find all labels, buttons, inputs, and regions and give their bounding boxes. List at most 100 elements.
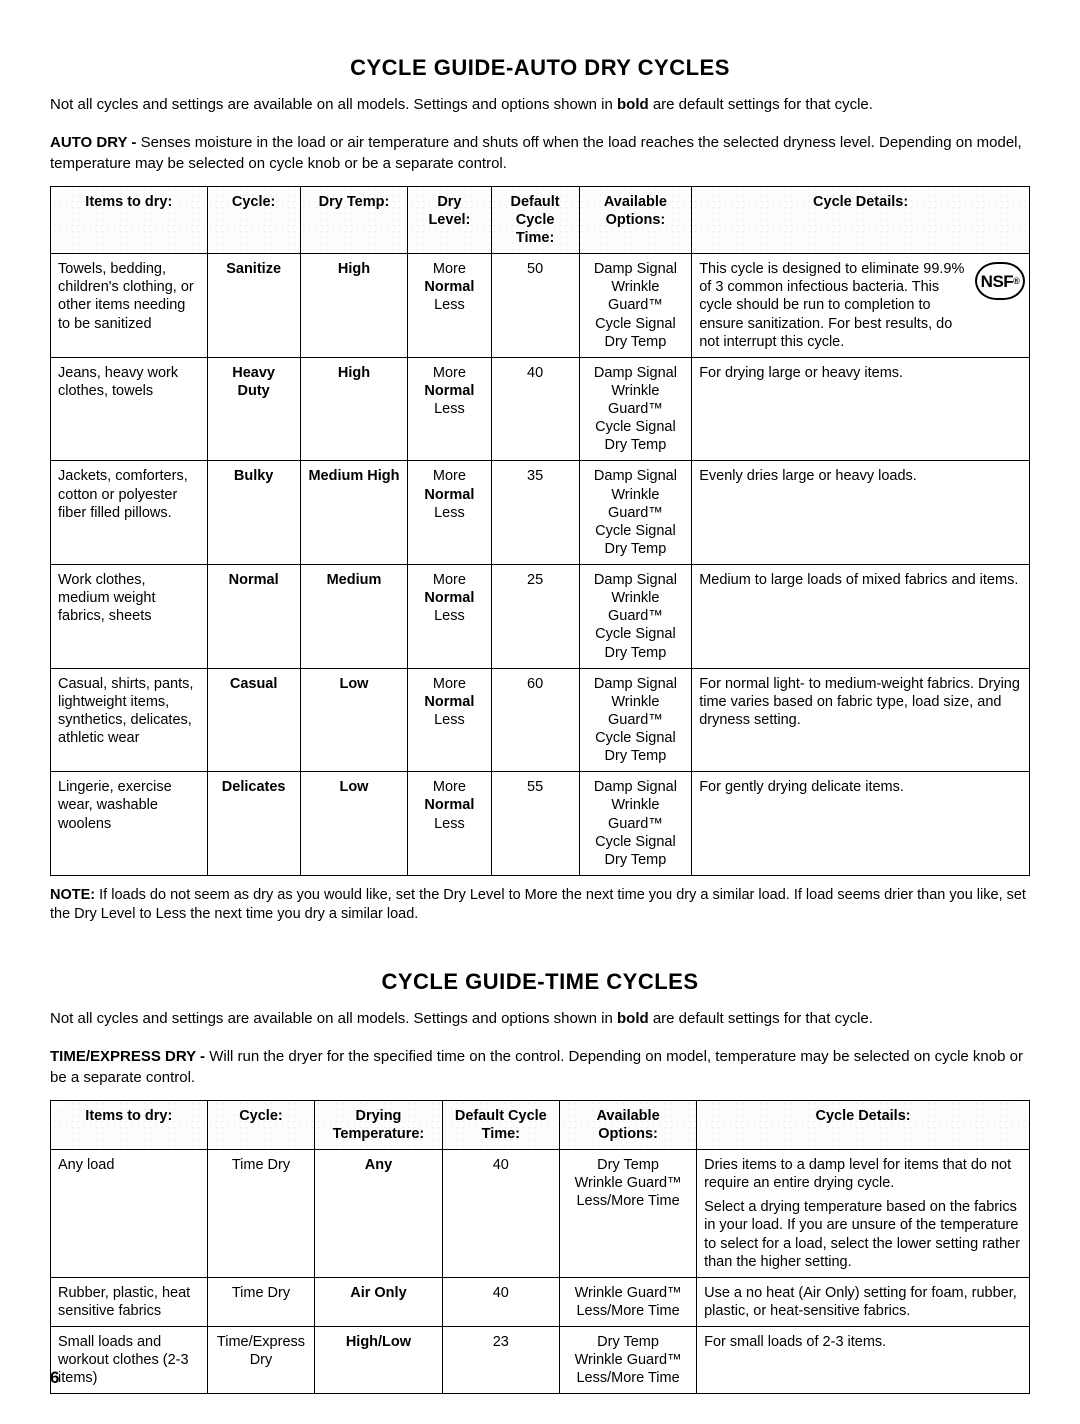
text: are default settings for that cycle. — [649, 1010, 873, 1027]
col-time: Default Cycle Time: — [491, 186, 579, 253]
auto-intro: Not all cycles and settings are availabl… — [50, 95, 1030, 115]
cell-time: 60 — [491, 668, 579, 772]
cell-level: MoreNormalLess — [408, 565, 491, 669]
cell-cycle: Normal — [207, 565, 300, 669]
cell-temp: Air Only — [315, 1277, 442, 1326]
table-row: Rubber, plastic, heat sensitive fabricsT… — [51, 1277, 1030, 1326]
col-items: Items to dry: — [51, 1100, 208, 1149]
note-lead: NOTE: — [50, 887, 95, 903]
cell-temp: Any — [315, 1150, 442, 1278]
table-row: Towels, bedding, children's clothing, or… — [51, 254, 1030, 358]
cell-cycle: Time Dry — [207, 1277, 315, 1326]
cell-options: Damp SignalWrinkle Guard™Cycle SignalDry… — [579, 254, 692, 358]
table-row: Jeans, heavy work clothes, towelsHeavy D… — [51, 357, 1030, 461]
cell-level: MoreNormalLess — [408, 772, 491, 876]
cell-cycle: Casual — [207, 668, 300, 772]
cell-time: 55 — [491, 772, 579, 876]
cell-time: 40 — [442, 1150, 559, 1278]
auto-title: CYCLE GUIDE-AUTO DRY CYCLES — [50, 55, 1030, 81]
lead: AUTO DRY - — [50, 134, 141, 151]
table-row: Work clothes, medium weight fabrics, she… — [51, 565, 1030, 669]
col-options: Available Options: — [579, 186, 692, 253]
note-rest: If loads do not seem as dry as you would… — [50, 887, 1026, 923]
text: are default settings for that cycle. — [649, 96, 873, 113]
cell-cycle: Bulky — [207, 461, 300, 565]
table-header-row: Items to dry: Cycle: Drying Temperature:… — [51, 1100, 1030, 1149]
cell-items: Lingerie, exercise wear, washable woolen… — [51, 772, 208, 876]
cell-level: MoreNormalLess — [408, 254, 491, 358]
time-title: CYCLE GUIDE-TIME CYCLES — [50, 969, 1030, 995]
cell-items: Casual, shirts, pants, lightweight items… — [51, 668, 208, 772]
cell-details: Use a no heat (Air Only) setting for foa… — [697, 1277, 1030, 1326]
col-cycle: Cycle: — [207, 1100, 315, 1149]
auto-table: Items to dry: Cycle: Dry Temp: Dry Level… — [50, 186, 1030, 876]
cell-time: 50 — [491, 254, 579, 358]
col-cycle: Cycle: — [207, 186, 300, 253]
cell-level: MoreNormalLess — [408, 668, 491, 772]
page: CYCLE GUIDE-AUTO DRY CYCLES Not all cycl… — [0, 0, 1080, 1424]
text-bold: bold — [617, 1010, 649, 1027]
cell-cycle: Delicates — [207, 772, 300, 876]
cell-details: For small loads of 2-3 items. — [697, 1327, 1030, 1394]
cell-details: For gently drying delicate items. — [692, 772, 1030, 876]
text-bold: bold — [617, 96, 649, 113]
cell-items: Any load — [51, 1150, 208, 1278]
cell-items: Rubber, plastic, heat sensitive fabrics — [51, 1277, 208, 1326]
col-temp: Drying Temperature: — [315, 1100, 442, 1149]
auto-note: NOTE: If loads do not seem as dry as you… — [50, 886, 1030, 925]
time-table: Items to dry: Cycle: Drying Temperature:… — [50, 1100, 1030, 1395]
cell-level: MoreNormalLess — [408, 357, 491, 461]
cell-cycle: Sanitize — [207, 254, 300, 358]
col-details: Cycle Details: — [692, 186, 1030, 253]
table-header-row: Items to dry: Cycle: Dry Temp: Dry Level… — [51, 186, 1030, 253]
cell-time: 40 — [491, 357, 579, 461]
cell-temp: Medium High — [300, 461, 408, 565]
cell-cycle: Time Dry — [207, 1150, 315, 1278]
cell-options: Dry TempWrinkle Guard™Less/More Time — [560, 1150, 697, 1278]
cell-details: For normal light- to medium-weight fabri… — [692, 668, 1030, 772]
col-temp: Dry Temp: — [300, 186, 408, 253]
cell-time: 35 — [491, 461, 579, 565]
cell-time: 23 — [442, 1327, 559, 1394]
cell-temp: Low — [300, 668, 408, 772]
nsf-badge-icon: NSF® — [975, 262, 1025, 300]
text: Senses moisture in the load or air tempe… — [50, 134, 1022, 171]
col-options: Available Options: — [560, 1100, 697, 1149]
cell-details: Medium to large loads of mixed fabrics a… — [692, 565, 1030, 669]
table-row: Casual, shirts, pants, lightweight items… — [51, 668, 1030, 772]
cell-items: Jackets, comforters, cotton or polyester… — [51, 461, 208, 565]
cell-items: Towels, bedding, children's clothing, or… — [51, 254, 208, 358]
cell-cycle: Time/Express Dry — [207, 1327, 315, 1394]
cell-cycle: Heavy Duty — [207, 357, 300, 461]
cell-temp: Medium — [300, 565, 408, 669]
time-intro: Not all cycles and settings are availabl… — [50, 1009, 1030, 1029]
cell-temp: High — [300, 357, 408, 461]
cell-items: Work clothes, medium weight fabrics, she… — [51, 565, 208, 669]
cell-options: Damp SignalWrinkle Guard™Cycle SignalDry… — [579, 565, 692, 669]
table-row: Jackets, comforters, cotton or polyester… — [51, 461, 1030, 565]
col-time: Default Cycle Time: — [442, 1100, 559, 1149]
text: Not all cycles and settings are availabl… — [50, 1010, 617, 1027]
lead: TIME/EXPRESS DRY - — [50, 1048, 209, 1065]
cell-time: 40 — [442, 1277, 559, 1326]
cell-details: Evenly dries large or heavy loads. — [692, 461, 1030, 565]
table-row: Any loadTime DryAny40Dry TempWrinkle Gua… — [51, 1150, 1030, 1278]
time-subintro: TIME/EXPRESS DRY - Will run the dryer fo… — [50, 1047, 1030, 1088]
table-row: Small loads and workout clothes (2-3 ite… — [51, 1327, 1030, 1394]
cell-options: Damp SignalWrinkle Guard™Cycle SignalDry… — [579, 357, 692, 461]
col-level: Dry Level: — [408, 186, 491, 253]
col-details: Cycle Details: — [697, 1100, 1030, 1149]
cell-level: MoreNormalLess — [408, 461, 491, 565]
cell-details: Dries items to a damp level for items th… — [697, 1150, 1030, 1278]
cell-options: Damp SignalWrinkle Guard™Cycle SignalDry… — [579, 772, 692, 876]
cell-options: Dry TempWrinkle Guard™Less/More Time — [560, 1327, 697, 1394]
table-row: Lingerie, exercise wear, washable woolen… — [51, 772, 1030, 876]
cell-temp: High — [300, 254, 408, 358]
cell-details: For drying large or heavy items. — [692, 357, 1030, 461]
cell-details: This cycle is designed to eliminate 99.9… — [692, 254, 1030, 358]
cell-time: 25 — [491, 565, 579, 669]
cell-temp: High/Low — [315, 1327, 442, 1394]
cell-options: Damp SignalWrinkle Guard™Cycle SignalDry… — [579, 668, 692, 772]
cell-temp: Low — [300, 772, 408, 876]
cell-options: Wrinkle Guard™Less/More Time — [560, 1277, 697, 1326]
